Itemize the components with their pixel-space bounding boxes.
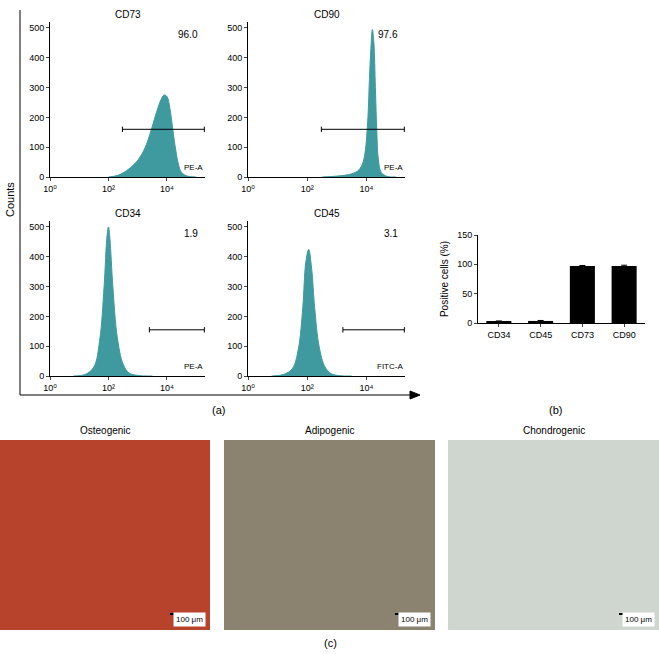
- svg-text:10⁰: 10⁰: [43, 383, 57, 393]
- svg-text:100: 100: [29, 341, 44, 351]
- svg-text:FITC-A: FITC-A: [377, 362, 403, 371]
- svg-text:100: 100: [227, 142, 242, 152]
- svg-text:100 μm: 100 μm: [625, 615, 652, 624]
- svg-text:200: 200: [29, 312, 44, 322]
- svg-text:100: 100: [227, 341, 242, 351]
- svg-text:PE-A: PE-A: [384, 163, 403, 172]
- svg-text:Counts: Counts: [4, 182, 16, 217]
- svg-text:CD45: CD45: [529, 330, 552, 340]
- svg-text:0: 0: [237, 172, 242, 182]
- svg-text:300: 300: [29, 83, 44, 93]
- svg-text:CD34: CD34: [115, 208, 141, 219]
- svg-text:50: 50: [462, 289, 472, 299]
- svg-text:10⁴: 10⁴: [160, 184, 174, 194]
- svg-text:300: 300: [227, 282, 242, 292]
- svg-text:200: 200: [29, 113, 44, 123]
- svg-text:CD73: CD73: [115, 9, 141, 20]
- svg-text:10²: 10²: [301, 184, 314, 194]
- svg-text:0: 0: [237, 371, 242, 381]
- svg-text:10⁴: 10⁴: [360, 383, 374, 393]
- svg-text:100 μm: 100 μm: [401, 615, 428, 624]
- svg-text:10⁰: 10⁰: [241, 184, 255, 194]
- svg-text:300: 300: [29, 282, 44, 292]
- svg-text:(b): (b): [549, 404, 562, 416]
- svg-text:(c): (c): [324, 637, 337, 649]
- svg-text:10²: 10²: [301, 383, 314, 393]
- svg-text:0: 0: [39, 172, 44, 182]
- svg-text:100: 100: [457, 259, 472, 269]
- svg-text:200: 200: [227, 312, 242, 322]
- svg-text:100: 100: [29, 142, 44, 152]
- svg-text:10⁴: 10⁴: [360, 184, 374, 194]
- svg-text:Osteogenic: Osteogenic: [80, 425, 131, 436]
- svg-text:CD90: CD90: [314, 9, 340, 20]
- svg-text:CD45: CD45: [314, 208, 340, 219]
- svg-text:Positive cells (%): Positive cells (%): [439, 241, 450, 317]
- svg-text:300: 300: [227, 83, 242, 93]
- svg-text:10²: 10²: [102, 184, 115, 194]
- svg-text:(a): (a): [212, 404, 225, 416]
- svg-text:500: 500: [29, 222, 44, 232]
- svg-text:100 μm: 100 μm: [176, 615, 203, 624]
- svg-text:96.0: 96.0: [178, 29, 198, 40]
- svg-text:0: 0: [39, 371, 44, 381]
- svg-text:CD34: CD34: [487, 330, 510, 340]
- svg-text:10⁴: 10⁴: [160, 383, 174, 393]
- svg-text:10⁰: 10⁰: [43, 184, 57, 194]
- svg-text:0: 0: [467, 318, 472, 328]
- svg-text:400: 400: [29, 53, 44, 63]
- svg-text:PE-A: PE-A: [184, 362, 203, 371]
- svg-text:500: 500: [29, 23, 44, 33]
- svg-text:200: 200: [227, 113, 242, 123]
- svg-text:10²: 10²: [102, 383, 115, 393]
- svg-text:CD73: CD73: [571, 330, 594, 340]
- svg-text:1.9: 1.9: [184, 228, 198, 239]
- svg-text:97.6: 97.6: [378, 29, 398, 40]
- svg-text:400: 400: [227, 53, 242, 63]
- svg-text:Adipogenic: Adipogenic: [305, 425, 354, 436]
- svg-text:150: 150: [457, 230, 472, 240]
- svg-text:500: 500: [227, 23, 242, 33]
- svg-text:CD90: CD90: [613, 330, 636, 340]
- svg-text:PE-A: PE-A: [184, 163, 203, 172]
- svg-text:400: 400: [227, 252, 242, 262]
- svg-text:500: 500: [227, 222, 242, 232]
- svg-text:10⁰: 10⁰: [241, 383, 255, 393]
- svg-text:400: 400: [29, 252, 44, 262]
- svg-text:3.1: 3.1: [384, 228, 398, 239]
- svg-text:Chondrogenic: Chondrogenic: [523, 425, 585, 436]
